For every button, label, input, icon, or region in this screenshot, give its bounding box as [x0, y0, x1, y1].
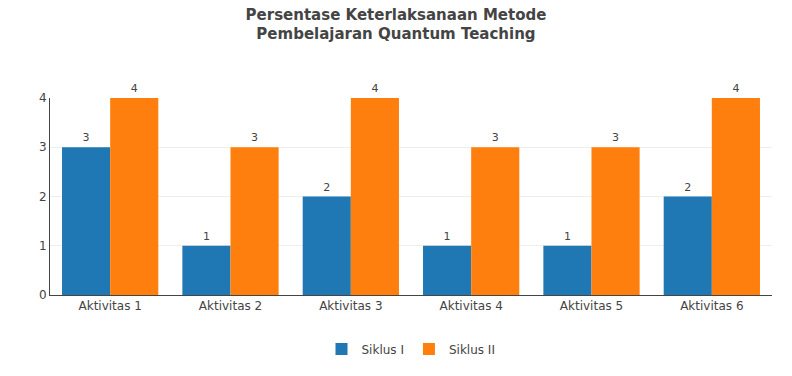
svg-text:Aktivitas 5: Aktivitas 5 — [560, 299, 623, 313]
svg-text:3: 3 — [251, 131, 258, 144]
svg-text:1: 1 — [203, 230, 210, 243]
svg-text:Aktivitas 2: Aktivitas 2 — [199, 299, 262, 313]
svg-text:4: 4 — [732, 82, 739, 95]
svg-text:Aktivitas 6: Aktivitas 6 — [680, 299, 743, 313]
svg-text:3: 3 — [612, 131, 619, 144]
svg-text:4: 4 — [39, 91, 47, 105]
svg-text:Aktivitas 4: Aktivitas 4 — [439, 299, 502, 313]
svg-text:4: 4 — [131, 82, 138, 95]
svg-text:Siklus II: Siklus II — [449, 343, 495, 357]
svg-text:2: 2 — [323, 181, 330, 194]
svg-text:4: 4 — [371, 82, 378, 95]
svg-text:3: 3 — [39, 140, 47, 154]
svg-text:3: 3 — [83, 131, 90, 144]
svg-text:Siklus I: Siklus I — [362, 343, 404, 357]
svg-text:0: 0 — [39, 288, 47, 302]
svg-text:2: 2 — [684, 181, 691, 194]
svg-text:1: 1 — [444, 230, 451, 243]
svg-text:1: 1 — [39, 239, 47, 253]
svg-text:2: 2 — [39, 190, 47, 204]
svg-text:Aktivitas 1: Aktivitas 1 — [78, 299, 141, 313]
svg-text:1: 1 — [564, 230, 571, 243]
svg-text:Persentase Keterlaksanaan Meto: Persentase Keterlaksanaan MetodePembelaj… — [246, 6, 547, 44]
svg-text:Aktivitas 3: Aktivitas 3 — [319, 299, 382, 313]
svg-text:3: 3 — [492, 131, 499, 144]
